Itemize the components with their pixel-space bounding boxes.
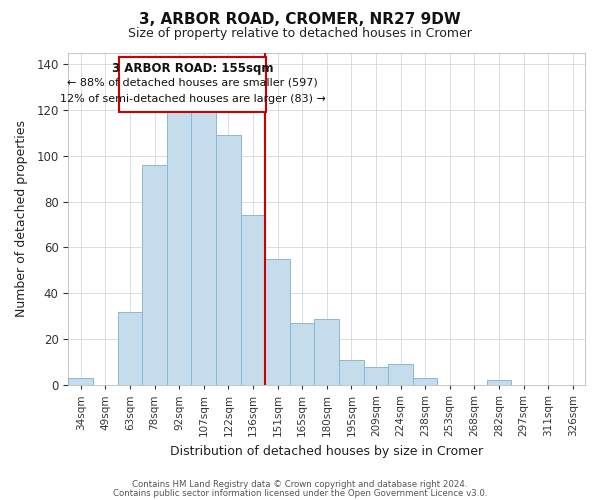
Text: Contains public sector information licensed under the Open Government Licence v3: Contains public sector information licen… [113,488,487,498]
Bar [364,366,388,385]
Bar [487,380,511,385]
Text: 3 ARBOR ROAD: 155sqm: 3 ARBOR ROAD: 155sqm [112,62,274,74]
Bar [142,165,167,385]
Text: Contains HM Land Registry data © Crown copyright and database right 2024.: Contains HM Land Registry data © Crown c… [132,480,468,489]
Text: 12% of semi-detached houses are larger (83) →: 12% of semi-detached houses are larger (… [60,94,326,104]
Text: Size of property relative to detached houses in Cromer: Size of property relative to detached ho… [128,28,472,40]
Bar [167,80,191,385]
Text: 3, ARBOR ROAD, CROMER, NR27 9DW: 3, ARBOR ROAD, CROMER, NR27 9DW [139,12,461,28]
Bar [265,259,290,385]
Bar [216,135,241,385]
Bar [241,216,265,385]
Bar [314,318,339,385]
Bar [68,378,93,385]
Bar [388,364,413,385]
Bar [118,312,142,385]
Bar [339,360,364,385]
FancyBboxPatch shape [119,57,266,112]
Bar [413,378,437,385]
Y-axis label: Number of detached properties: Number of detached properties [15,120,28,318]
Bar [191,80,216,385]
Text: ← 88% of detached houses are smaller (597): ← 88% of detached houses are smaller (59… [67,78,318,88]
X-axis label: Distribution of detached houses by size in Cromer: Distribution of detached houses by size … [170,444,483,458]
Bar [290,323,314,385]
